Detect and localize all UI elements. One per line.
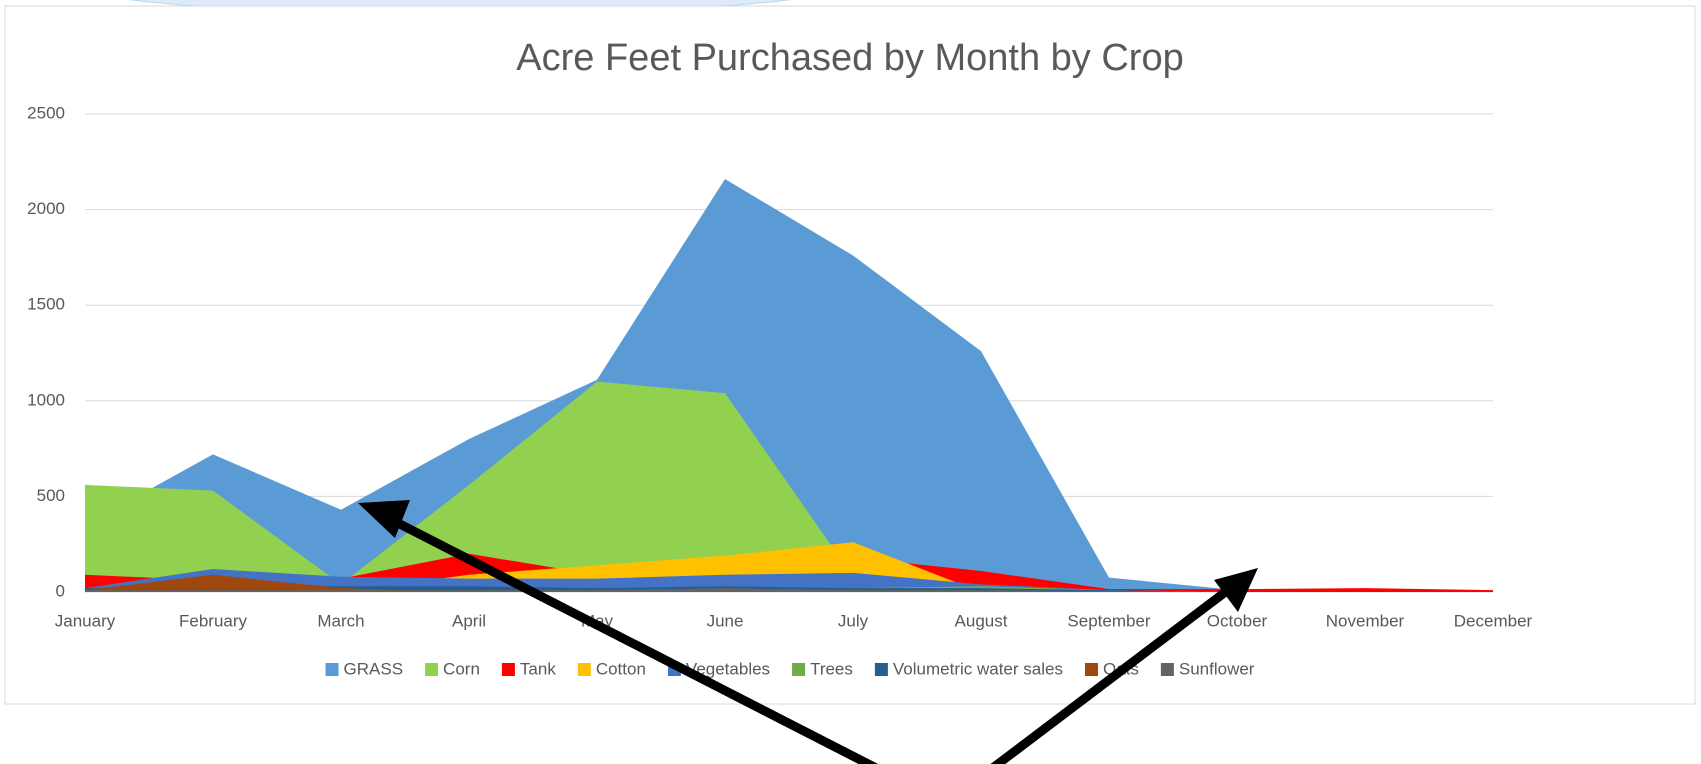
legend-item: GRASS	[325, 659, 404, 678]
x-tick-label: April	[452, 611, 486, 630]
x-tick-label: June	[707, 611, 744, 630]
area	[85, 588, 1493, 592]
legend-label: Sunflower	[1179, 659, 1255, 678]
legend-label: Cotton	[596, 659, 646, 678]
legend-label: Volumetric water sales	[893, 659, 1063, 678]
x-tick-label: February	[179, 611, 248, 630]
x-tick-label: October	[1207, 611, 1268, 630]
x-tick-label: July	[838, 611, 869, 630]
legend-swatch	[501, 663, 515, 676]
x-tick-label: August	[955, 611, 1008, 630]
legend-swatch	[874, 663, 888, 676]
annotation-arrows	[358, 500, 1258, 764]
legend-label: Tank	[520, 659, 556, 678]
legend-item: Corn	[425, 659, 480, 678]
y-tick-label: 2500	[27, 103, 65, 122]
chart-title: Acre Feet Purchased by Month by Crop	[516, 37, 1183, 79]
legend-swatch	[1084, 663, 1098, 676]
legend-label: Trees	[810, 659, 853, 678]
x-tick-label: November	[1326, 611, 1405, 630]
y-tick-label: 500	[37, 486, 65, 505]
y-tick-label: 1000	[27, 390, 65, 409]
legend-swatch	[1160, 663, 1174, 676]
legend-label: Corn	[443, 659, 480, 678]
legend-swatch	[325, 663, 339, 676]
legend-swatch	[425, 663, 439, 676]
legend-item: Sunflower	[1160, 659, 1255, 678]
area	[85, 179, 1493, 592]
x-tick-label: March	[317, 611, 364, 630]
legend-item: Tank	[501, 659, 556, 678]
legend-label: GRASS	[344, 659, 404, 678]
legend-item: Trees	[792, 659, 853, 678]
x-tick-label: December	[1454, 611, 1533, 630]
legend-swatch	[577, 663, 591, 676]
y-tick-label: 2000	[27, 199, 65, 218]
x-tick-label: September	[1067, 611, 1150, 630]
y-tick-label: 0	[56, 581, 65, 600]
y-tick-label: 1500	[27, 295, 65, 314]
legend: GRASS Corn Tank Cotton Vegetables Trees Volume…	[325, 659, 1255, 678]
legend-item: Volumetric water sales	[874, 659, 1063, 678]
x-tick-label: January	[55, 611, 116, 630]
legend-item: Cotton	[577, 659, 646, 678]
legend-swatch	[792, 663, 806, 676]
legend-label: Vegetables	[686, 659, 770, 678]
